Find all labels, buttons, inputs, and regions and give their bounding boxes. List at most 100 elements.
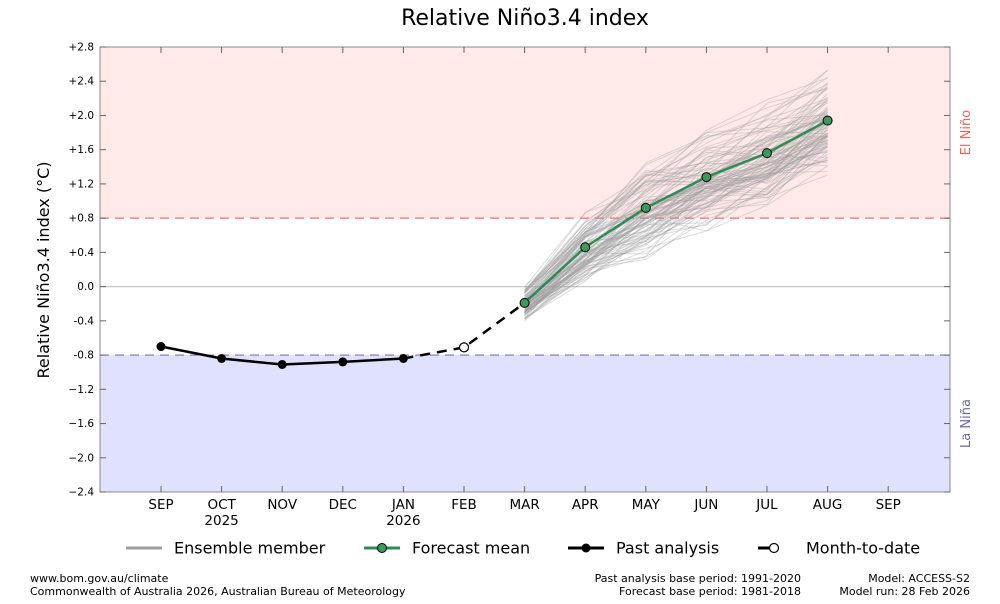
ensemble-member-line (524, 151, 828, 310)
ensemble-member-line (524, 77, 828, 301)
ensemble-member-line (524, 69, 828, 288)
ensemble-member-line (524, 134, 828, 296)
ensemble-member-line (524, 139, 828, 320)
ensemble-member-line (524, 115, 828, 311)
ensemble-member-line (524, 115, 828, 301)
ensemble-member-line (524, 83, 828, 304)
ensemble-member-line (524, 122, 828, 306)
series-lines (156, 115, 833, 369)
footer-forecast-base: Forecast base period: 1981-2018 (619, 585, 801, 598)
ensemble-member-line (524, 114, 828, 293)
ensemble-member-line (524, 146, 828, 316)
ensemble-member-line (524, 131, 828, 312)
ensemble-member-line (524, 156, 828, 301)
ensemble-member-line (524, 136, 828, 307)
ensemble-member-line (524, 110, 828, 299)
ensemble-member-line (524, 153, 828, 316)
forecast-mean-line (523, 119, 829, 304)
ensemble-member-line (524, 70, 828, 291)
ensemble-member-line (524, 161, 828, 307)
footer-left: www.bom.gov.au/climate Commonwealth of A… (30, 572, 405, 598)
ensemble-member-line (524, 145, 828, 308)
x-tick-label: JAN (391, 497, 415, 513)
footer-model-run: Model run: 28 Feb 2026 (839, 585, 970, 598)
ensemble-member-line (524, 138, 828, 314)
ensemble-member-line (524, 159, 828, 307)
forecast-mean-point (762, 148, 772, 159)
x-tick-label: MAY (632, 497, 661, 513)
ensemble-member-line (524, 174, 828, 322)
ensemble-member-line (524, 100, 828, 306)
y-tick-label: -0.4 (74, 315, 95, 327)
footer-past-base: Past analysis base period: 1991-2020 (594, 572, 801, 585)
y-tick-label: +2.4 (69, 76, 95, 88)
ensemble-member-line (524, 140, 828, 311)
ensemble-member-line (524, 77, 828, 299)
x-year-label: 2026 (386, 513, 420, 529)
ensemble-member-line (524, 121, 828, 303)
y-tick-label: −2.0 (69, 452, 95, 464)
ensemble-member-line (524, 149, 828, 313)
past-analysis-point (217, 354, 227, 363)
ensemble-member-line (524, 150, 828, 312)
x-axis-ticks: SEP OCT NOV DEC JAN FEB MAR APR MAY JUN JUL AUG SEP 2… (148, 47, 901, 529)
forecast-mean-point (580, 242, 591, 253)
ensemble-member-line (524, 121, 828, 313)
x-tick-label: JUN (693, 497, 718, 513)
ensemble-member-line (524, 150, 828, 313)
ensemble-member-line (524, 136, 828, 315)
ensemble-member-line (524, 125, 828, 314)
ensemble-member-line (524, 120, 828, 292)
la-nina-band (100, 355, 950, 492)
month-to-date-point (458, 342, 470, 353)
ensemble-member-line (524, 129, 828, 311)
ensemble-member-line (524, 128, 828, 308)
ensemble-member-line (524, 141, 828, 308)
x-tick-label: DEC (329, 497, 357, 513)
ensemble-member-line (524, 136, 828, 310)
y-tick-label: −1.2 (69, 384, 95, 396)
ensemble-member-line (524, 118, 828, 306)
ensemble-member-line (524, 116, 828, 300)
ensemble-member-line (524, 117, 828, 312)
ensemble-member-line (524, 157, 828, 314)
ensemble-member-line (524, 109, 828, 297)
ensemble-member-line (524, 122, 828, 308)
ensemble-member-line (524, 102, 828, 291)
y-axis-ticks: +2.8 +2.4 +2.0 +1.6 +1.2 +0.8 +0.4 0.0 -0.4 -0.8 −… (69, 42, 950, 499)
ensemble-member-line (524, 86, 828, 301)
la-nina-label: La Niña (959, 399, 974, 448)
ensemble-member-line (524, 159, 828, 313)
ensemble-member-line (524, 136, 828, 302)
x-tick-label: SEP (876, 497, 901, 513)
legend-mtd-marker (768, 542, 780, 554)
ensemble-member-line (524, 108, 828, 311)
x-tick-label: NOV (267, 497, 297, 513)
y-tick-label: −2.4 (69, 487, 95, 499)
footer-base-periods: Past analysis base period: 1991-2020 For… (595, 572, 801, 598)
ensemble-member-line (524, 131, 828, 293)
y-tick-label: -0.8 (74, 350, 95, 362)
y-tick-label: +1.2 (69, 178, 95, 190)
ensemble-member-line (524, 140, 828, 303)
forecast-mean-point (822, 115, 833, 126)
region-bands (100, 47, 950, 492)
ensemble-member-line (524, 134, 828, 314)
ensemble-member-line (524, 156, 828, 316)
legend-past-marker (581, 543, 591, 553)
legend-label: Forecast mean (412, 539, 530, 558)
forecast-mean-point (701, 172, 712, 183)
ensemble-member-line (524, 132, 828, 305)
ensemble-member-line (524, 134, 828, 302)
y-tick-label: +2.0 (69, 110, 95, 122)
ensemble-member-line (524, 82, 828, 293)
ensemble-member-line (524, 111, 828, 293)
ensemble-member-line (524, 135, 828, 320)
ensemble-member-line (524, 98, 828, 302)
ensemble-member-line (524, 116, 828, 314)
ensemble-member-line (524, 87, 828, 295)
legend-label: Month-to-date (806, 539, 920, 558)
ensemble-member-line (524, 106, 828, 297)
el-nino-band (100, 47, 950, 219)
